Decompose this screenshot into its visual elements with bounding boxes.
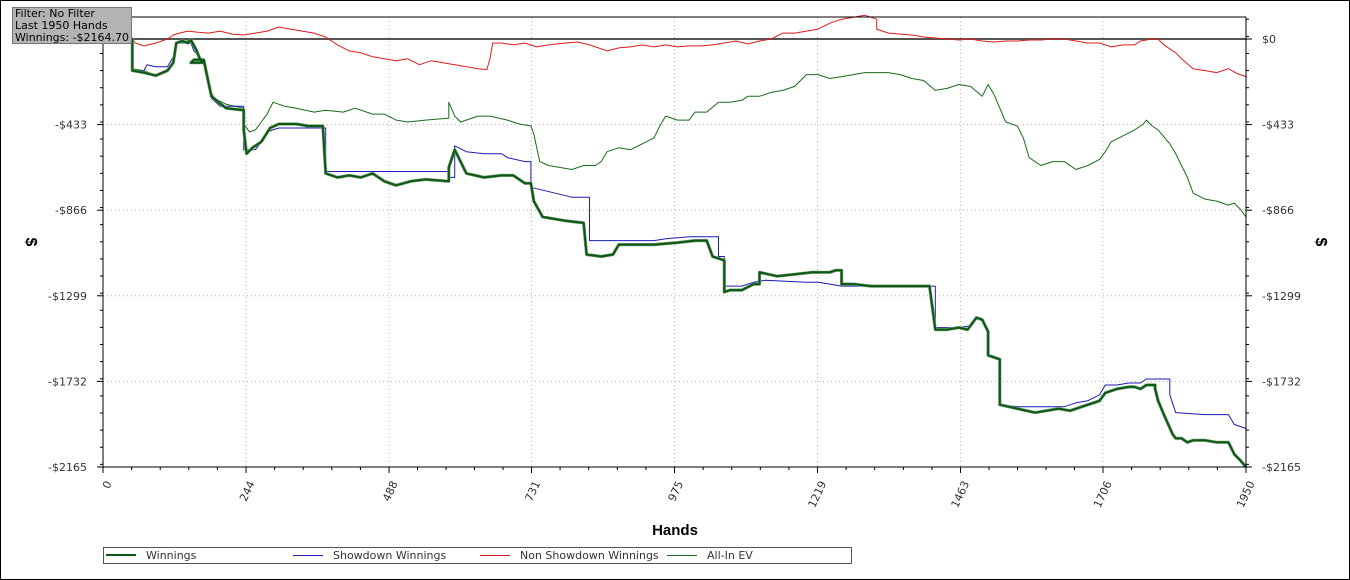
y-tick-label-right: -$1299 [1262,290,1301,303]
axes: 02444887319751219146317061950$0$0-$433-$… [48,16,1301,510]
y-tick-label-right: -$866 [1262,204,1294,217]
y-tick-label-left: -$433 [55,119,87,132]
x-tick-label: 1950 [1234,479,1258,510]
y-axis-label-left: $ [22,238,39,247]
legend-label-allin-ev: All-In EV [707,549,753,562]
legend: Winnings Showdown Winnings Non Showdown … [103,547,852,564]
x-tick-label: 1463 [949,479,973,510]
y-tick-label-right: -$1732 [1262,375,1301,388]
x-tick-label: 0 [100,479,115,491]
legend-swatch-non-showdown [480,555,510,556]
legend-label-non-showdown: Non Showdown Winnings [520,549,659,562]
legend-swatch-allin-ev [667,555,697,556]
filter-text: Filter: No Filter [15,7,95,20]
y-tick-label-left: -$1732 [48,375,87,388]
legend-swatch-showdown [293,555,323,556]
y-tick-label-left: -$1299 [48,290,87,303]
x-tick-label: 975 [666,479,687,504]
series-line-allin_ev [103,38,1247,218]
filter-info-box: Filter: No Filter Last 1950 Hands Winnin… [12,7,132,44]
x-tick-label: 1219 [806,479,830,510]
series-line-non_showdown [103,14,1247,78]
series-line-showdown [103,38,1247,429]
x-tick-label: 488 [380,479,401,504]
y-tick-label-right: -$2165 [1262,461,1301,474]
x-tick-label: 244 [237,479,258,504]
legend-swatch-winnings [106,554,136,556]
y-tick-label-left: -$866 [55,204,87,217]
y-tick-label-right: $0 [1262,33,1276,46]
x-tick-label: 1706 [1091,479,1115,510]
x-tick-label: 731 [523,479,544,504]
series-layer [103,14,1248,469]
winnings-total-text: Winnings: -$2164.70 [15,31,130,44]
y-axis-label-right: $ [1312,238,1329,247]
legend-label-winnings: Winnings [146,549,197,562]
legend-label-showdown: Showdown Winnings [333,549,447,562]
series-line-winnings [103,38,1247,468]
x-axis-label: Hands [652,522,698,539]
y-tick-label-right: -$433 [1262,119,1294,132]
y-tick-label-left: -$2165 [48,461,87,474]
hands-count-text: Last 1950 Hands [15,19,108,32]
